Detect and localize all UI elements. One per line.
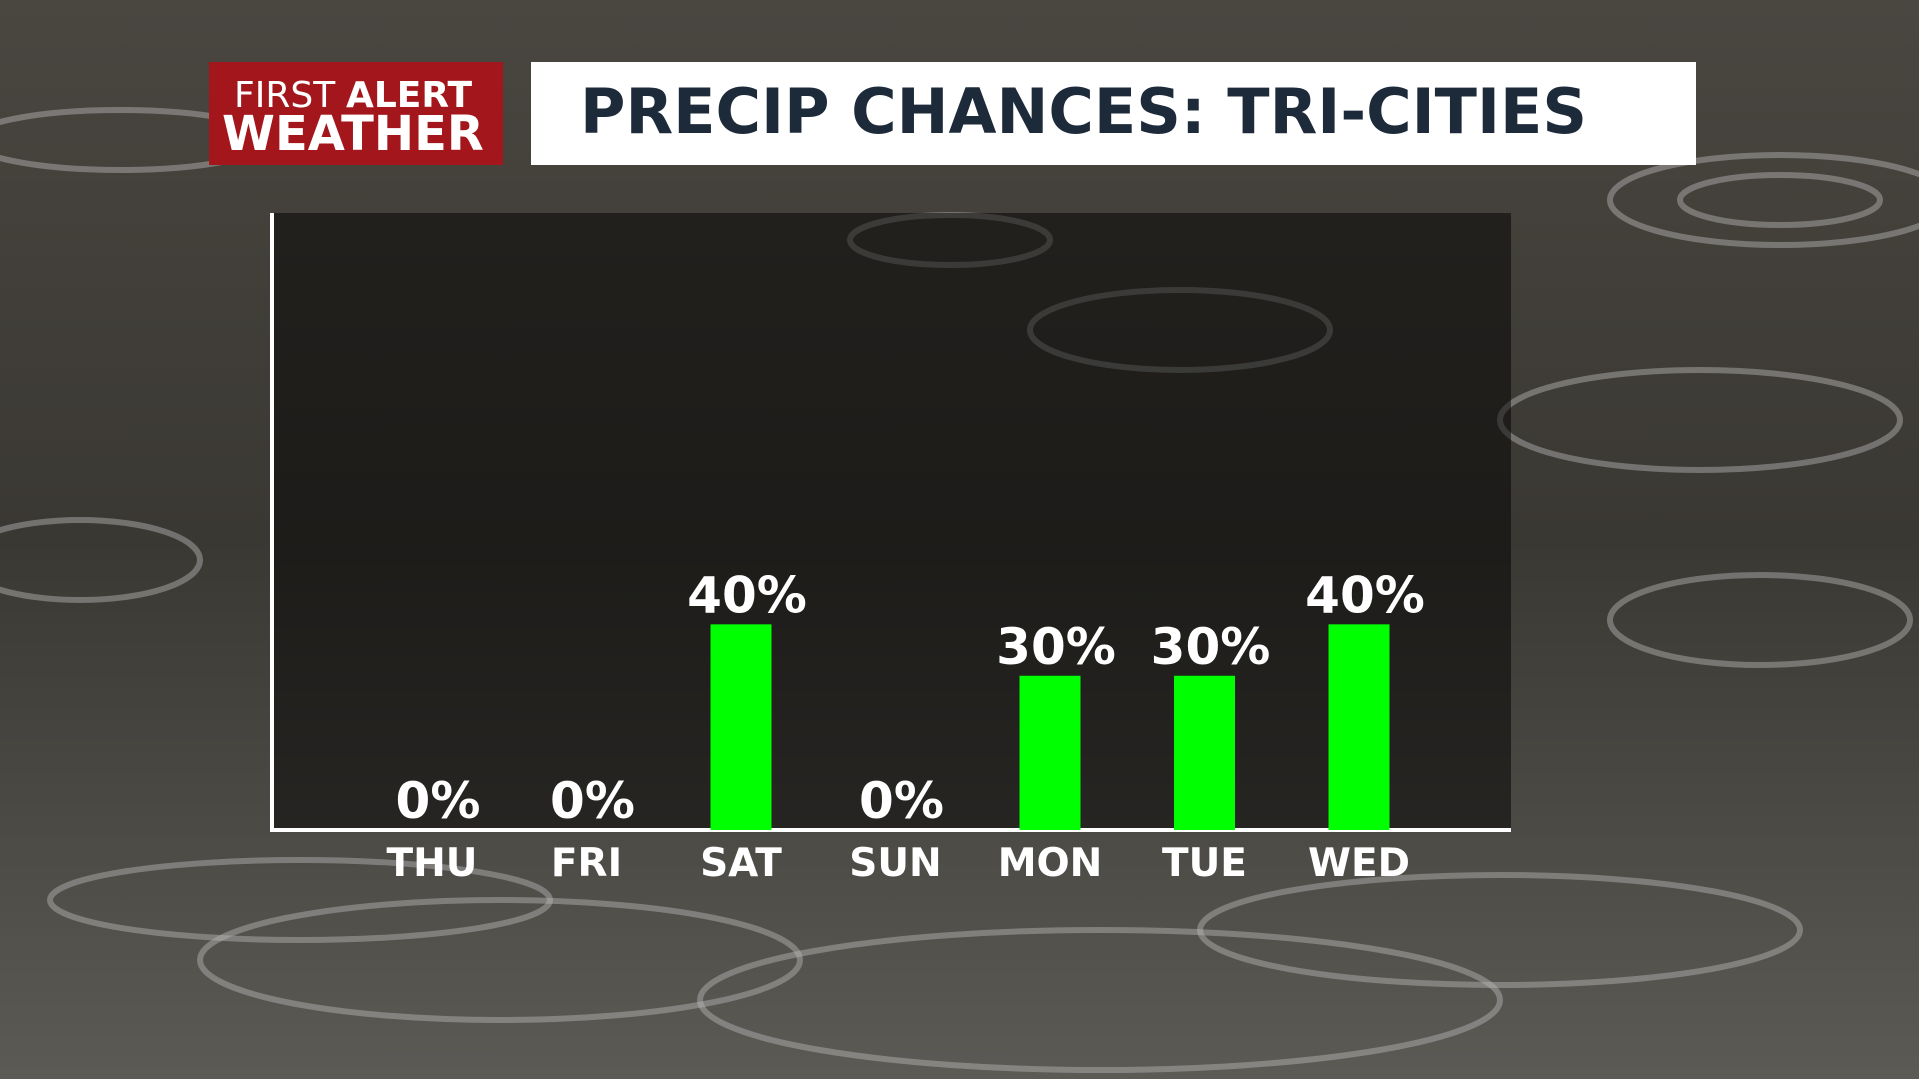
chart-panel xyxy=(272,213,1511,830)
logo-box xyxy=(209,62,503,165)
x-tick-label: TUE xyxy=(1162,841,1247,886)
x-tick-label: SUN xyxy=(849,841,941,886)
logo-weather: WEATHER xyxy=(222,106,484,162)
logo-alert: ALERT xyxy=(346,75,472,116)
value-label: 0% xyxy=(396,772,481,830)
value-label: 30% xyxy=(1151,618,1271,676)
value-label: 40% xyxy=(687,566,807,624)
bar xyxy=(1174,675,1235,830)
bar xyxy=(1019,675,1081,830)
x-tick-label: WED xyxy=(1308,841,1410,886)
title-box xyxy=(531,62,1696,165)
x-tick-label: SAT xyxy=(700,841,782,886)
bar xyxy=(1328,624,1390,830)
x-tick-label: FRI xyxy=(551,841,622,886)
value-label: 40% xyxy=(1305,566,1425,624)
x-tick-label: MON xyxy=(998,841,1103,886)
logo-first: FIRST xyxy=(234,75,336,116)
x-tick-label: THU xyxy=(387,841,478,886)
value-label: 30% xyxy=(996,618,1116,676)
value-label: 0% xyxy=(550,772,635,830)
chart-title: PRECIP CHANCES: TRI-CITIES xyxy=(580,75,1587,148)
value-label: 0% xyxy=(859,772,944,830)
bar xyxy=(710,624,772,830)
